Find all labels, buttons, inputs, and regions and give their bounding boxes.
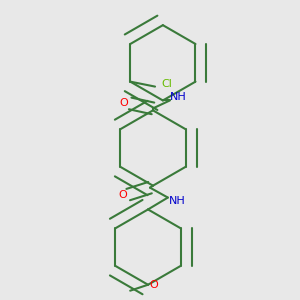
Text: Cl: Cl [161, 79, 172, 88]
Text: O: O [118, 190, 127, 200]
Text: NH: NH [170, 92, 187, 103]
Text: O: O [120, 98, 129, 108]
Text: O: O [150, 280, 158, 290]
Text: NH: NH [168, 196, 185, 206]
